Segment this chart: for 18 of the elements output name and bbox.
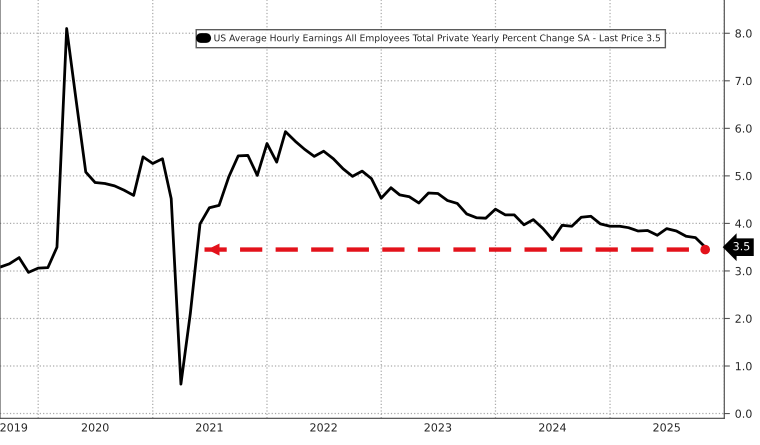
x-tick-label: 2023: [424, 423, 452, 432]
x-tick-label: 2021: [196, 423, 223, 432]
y-tick-label: 0.0: [735, 410, 752, 418]
y-tick-label: 3.0: [736, 266, 752, 276]
x-tick-label: 2025: [653, 423, 680, 432]
legend-label: US Average Hourly Earnings All Employees Total Private Yearly Percent Change SA - Last Price 3.5: [214, 34, 660, 44]
x-tick-label: 2022: [310, 423, 337, 432]
x-tick-label: 2020: [82, 423, 109, 432]
y-tick-label: 1.0: [736, 362, 752, 370]
y-tick-label: 8.0: [735, 29, 752, 38]
y-tick-label: 6.0: [735, 124, 752, 133]
x-tick-label: 2019: [0, 423, 28, 432]
y-tick-label: 4.0: [735, 219, 752, 228]
y-tick-label: 5.0: [736, 172, 752, 180]
y-tick-label: 7.0: [736, 76, 752, 86]
y-tick-label: 2.0: [736, 314, 752, 323]
text: 3.5: [733, 242, 750, 250]
x-tick-label: 2024: [539, 423, 566, 432]
